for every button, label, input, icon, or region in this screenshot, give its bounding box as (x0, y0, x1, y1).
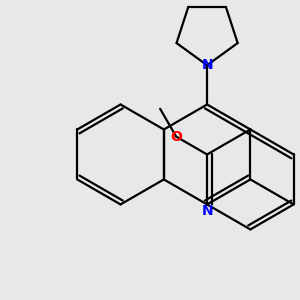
Text: N: N (201, 204, 213, 218)
Text: O: O (170, 130, 182, 144)
Text: N: N (201, 58, 213, 72)
